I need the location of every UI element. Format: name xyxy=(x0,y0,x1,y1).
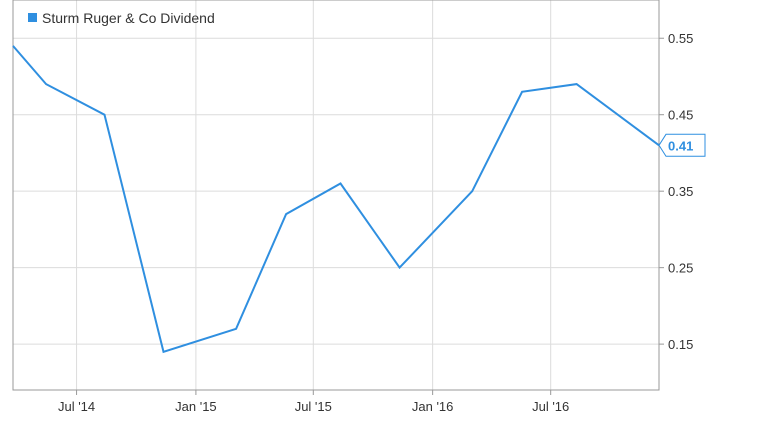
grid-lines xyxy=(13,0,659,390)
x-axis: Jul '14 Jan '15 Jul '15 Jan '16 Jul '16 xyxy=(58,390,569,414)
y-tick-label: 0.45 xyxy=(668,108,693,123)
series-line xyxy=(12,45,660,354)
plot-area-border xyxy=(12,0,660,391)
last-value-label-box xyxy=(658,133,706,157)
x-tick-label: Jul '14 xyxy=(58,399,95,414)
x-tick-label: Jul '15 xyxy=(295,399,332,414)
x-tick-label: Jan '16 xyxy=(412,399,454,414)
y-tick-label: 0.25 xyxy=(668,261,693,276)
y-tick-label: 0.35 xyxy=(668,184,693,199)
y-tick-label: 0.15 xyxy=(668,337,693,352)
last-value-label: 0.41 xyxy=(658,133,706,157)
legend: Sturm Ruger & Co Dividend xyxy=(28,10,215,26)
y-tick-label: 0.55 xyxy=(668,31,693,46)
x-tick-label: Jul '16 xyxy=(532,399,569,414)
legend-swatch xyxy=(28,13,37,22)
legend-label: Sturm Ruger & Co Dividend xyxy=(42,10,215,26)
x-tick-label: Jan '15 xyxy=(175,399,217,414)
y-axis: 0.55 0.45 0.35 0.25 0.15 xyxy=(659,31,693,352)
last-value-label-text: 0.41 xyxy=(668,138,693,153)
